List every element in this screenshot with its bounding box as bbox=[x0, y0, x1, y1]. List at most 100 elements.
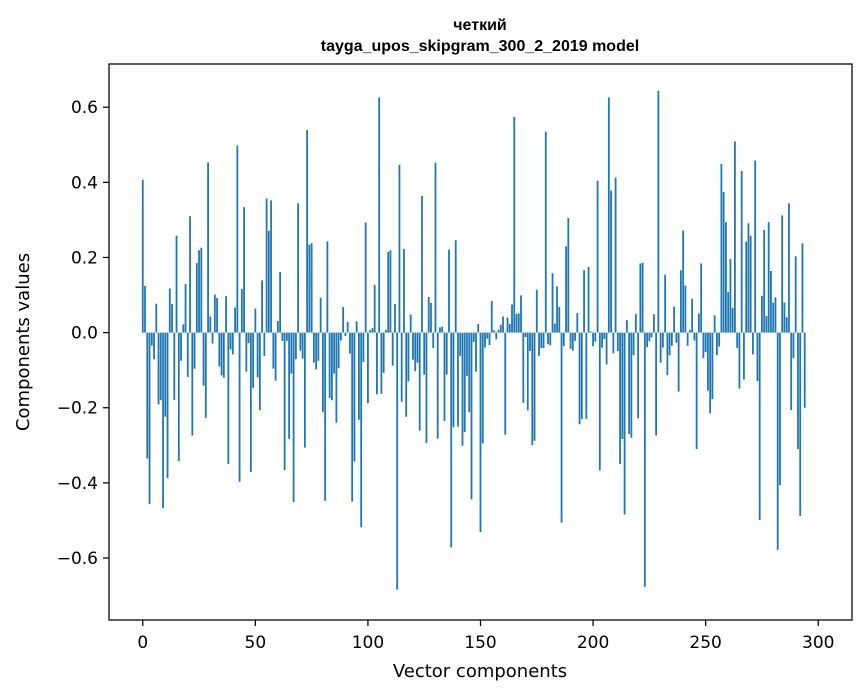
bar bbox=[360, 332, 363, 528]
bar bbox=[452, 332, 455, 428]
bar bbox=[146, 332, 149, 459]
bar bbox=[745, 241, 748, 333]
bar bbox=[317, 332, 320, 361]
bar bbox=[589, 331, 592, 333]
bar bbox=[677, 332, 680, 392]
bar bbox=[553, 323, 556, 333]
bar bbox=[493, 330, 495, 333]
bar bbox=[612, 332, 615, 354]
bar bbox=[168, 288, 171, 333]
y-axis-label: Components values bbox=[13, 253, 34, 431]
bar bbox=[376, 332, 378, 395]
bar bbox=[177, 332, 180, 462]
bar bbox=[283, 332, 286, 471]
bar bbox=[486, 332, 489, 339]
bar bbox=[164, 332, 167, 417]
bar bbox=[231, 332, 234, 355]
bar bbox=[407, 332, 410, 382]
bar bbox=[414, 332, 417, 372]
bar bbox=[369, 329, 372, 333]
bar bbox=[634, 313, 637, 333]
bar bbox=[679, 270, 682, 333]
bar bbox=[513, 116, 516, 333]
bar bbox=[529, 332, 531, 352]
bar bbox=[310, 243, 313, 333]
bar bbox=[673, 306, 676, 333]
bar bbox=[459, 332, 462, 356]
bar bbox=[511, 304, 513, 333]
bar bbox=[342, 307, 345, 333]
bar bbox=[479, 332, 482, 533]
bar bbox=[220, 332, 223, 376]
bar bbox=[173, 332, 176, 400]
bar bbox=[576, 313, 579, 333]
bar bbox=[439, 327, 441, 333]
bar bbox=[292, 332, 295, 503]
bar bbox=[321, 332, 324, 412]
bar bbox=[328, 332, 331, 398]
bar bbox=[367, 332, 369, 404]
bar bbox=[333, 332, 336, 374]
bar bbox=[666, 332, 669, 376]
bar bbox=[659, 332, 662, 363]
bar bbox=[646, 332, 649, 348]
bar bbox=[578, 332, 581, 425]
bar bbox=[664, 274, 667, 333]
bar bbox=[234, 307, 236, 333]
bar bbox=[394, 304, 396, 333]
bar bbox=[547, 332, 549, 345]
bar bbox=[472, 332, 475, 342]
bar bbox=[549, 332, 552, 346]
bar bbox=[709, 332, 712, 414]
bar bbox=[200, 247, 203, 333]
bar bbox=[544, 131, 547, 333]
bar bbox=[522, 332, 525, 403]
bar bbox=[270, 200, 273, 333]
bar bbox=[702, 332, 705, 359]
bar bbox=[421, 195, 423, 333]
bar bbox=[670, 332, 673, 346]
bar bbox=[716, 332, 718, 356]
bar bbox=[736, 332, 739, 349]
bar bbox=[193, 332, 196, 369]
bar bbox=[477, 323, 480, 333]
bar bbox=[650, 332, 653, 338]
bar bbox=[585, 332, 588, 420]
bar bbox=[734, 141, 736, 333]
bar bbox=[688, 329, 691, 333]
bar bbox=[517, 313, 520, 333]
bar bbox=[249, 332, 252, 472]
bar bbox=[403, 248, 405, 333]
bar bbox=[216, 298, 218, 333]
bar bbox=[504, 332, 507, 435]
bar bbox=[175, 235, 178, 333]
bar bbox=[621, 332, 624, 439]
bar bbox=[643, 332, 646, 587]
chart-title: четкий bbox=[453, 17, 507, 34]
bar bbox=[682, 230, 685, 333]
bar bbox=[605, 332, 608, 365]
bar bbox=[319, 297, 322, 333]
bar bbox=[551, 273, 554, 333]
bar bbox=[499, 324, 502, 333]
bar bbox=[801, 243, 804, 333]
bar bbox=[558, 307, 561, 333]
bar bbox=[240, 289, 243, 333]
bar bbox=[425, 332, 428, 444]
bar bbox=[502, 316, 504, 333]
bar bbox=[288, 332, 291, 439]
bar bbox=[373, 284, 376, 333]
bar bbox=[763, 230, 766, 333]
bar bbox=[391, 332, 394, 366]
bar bbox=[490, 301, 493, 333]
bar bbox=[718, 332, 721, 347]
bar bbox=[524, 332, 527, 338]
bar bbox=[538, 332, 540, 356]
bar bbox=[202, 332, 205, 386]
bar bbox=[758, 332, 761, 521]
bar bbox=[704, 332, 707, 353]
bar bbox=[245, 332, 248, 372]
bar bbox=[707, 332, 709, 391]
bar bbox=[607, 97, 610, 333]
